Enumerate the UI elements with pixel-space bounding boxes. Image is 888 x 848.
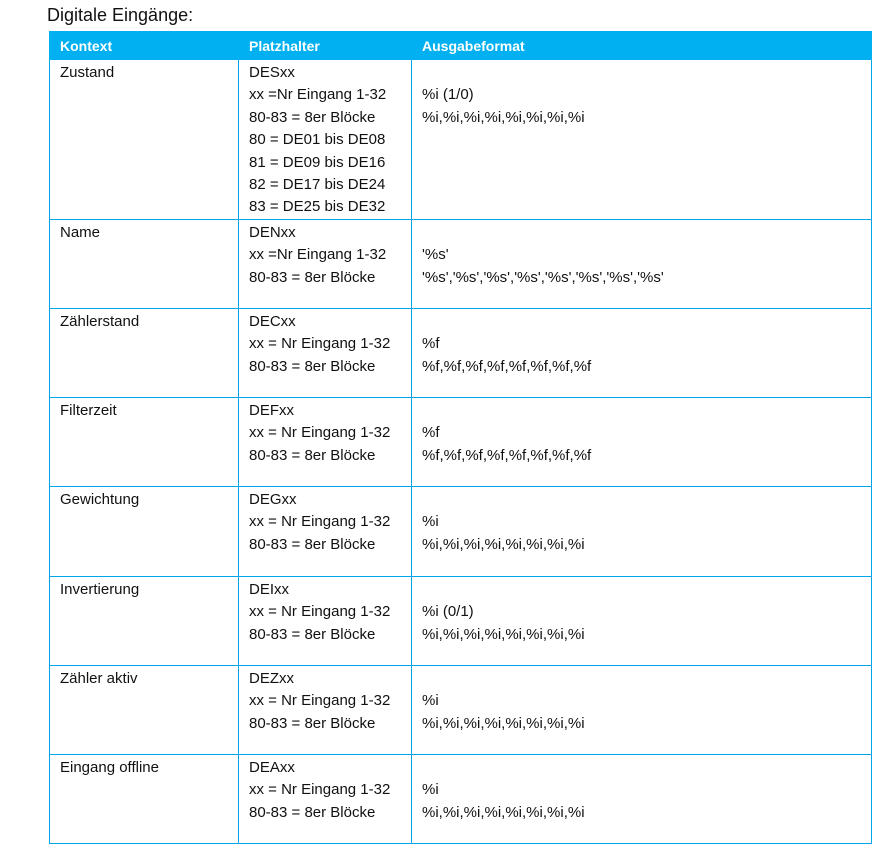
kontext-cell: Zustand bbox=[49, 59, 239, 220]
platzhalter-cell: DEFxx xx = Nr Eingang 1-32 80-83 = 8er Blö… bbox=[238, 396, 412, 487]
ausgabeformat-line: %f,%f,%f,%f,%f,%f,%f,%f bbox=[422, 446, 592, 464]
ausgabeformat-cell: %f %f,%f,%f,%f,%f,%f,%f,%f bbox=[411, 307, 872, 398]
platzhalter-line: xx = Nr Eingang 1-32 bbox=[249, 335, 391, 353]
ausgabeformat-cell: %i %i,%i,%i,%i,%i,%i,%i,%i bbox=[411, 485, 872, 577]
kontext-cell: Zählerstand bbox=[49, 307, 239, 398]
kontext-cell: Zähler aktiv bbox=[49, 664, 239, 755]
section-title: Digitale Eingänge: bbox=[47, 5, 194, 25]
table-row: Zähler aktiv DEZxx xx = Nr Eingang 1-32 80-… bbox=[49, 664, 872, 755]
column-header-kontext: Kontext bbox=[49, 31, 239, 60]
platzhalter-cell: DENxx xx =Nr Eingang 1-32 80-83 = 8er Blöc… bbox=[238, 218, 412, 309]
ausgabeformat-cell: '%s' '%s','%s','%s','%s','%s','%s','%s','… bbox=[411, 218, 872, 309]
kontext-cell: Eingang offline bbox=[49, 753, 239, 844]
table-row: Name DENxx xx =Nr Eingang 1-32 80-83 = 8er … bbox=[49, 218, 872, 309]
platzhalter-line: 80-83 = 8er Blöcke bbox=[249, 268, 376, 286]
platzhalter-line: xx = Nr Eingang 1-32 bbox=[249, 424, 391, 442]
platzhalter-line: xx =Nr Eingang 1-32 bbox=[249, 86, 387, 104]
platzhalter-line: DEAxx bbox=[249, 758, 295, 776]
platzhalter-line: DEGxx bbox=[249, 490, 297, 508]
platzhalter-line: xx =Nr Eingang 1-32 bbox=[249, 246, 387, 264]
ausgabeformat-line: %f bbox=[422, 335, 440, 353]
table-row: Zustand DESxx xx =Nr Eingang 1-32 80-83 = 8… bbox=[49, 59, 872, 220]
platzhalter-cell: DEIxx xx = Nr Eingang 1-32 80-83 = 8er Blö… bbox=[238, 575, 412, 666]
platzhalter-line: 80 = DE01 bis DE08 bbox=[249, 131, 386, 149]
ausgabeformat-line: %i (0/1) bbox=[422, 603, 474, 621]
platzhalter-cell: DEZxx xx = Nr Eingang 1-32 80-83 = 8er Blö… bbox=[238, 664, 412, 755]
platzhalter-line: 81 = DE09 bis DE16 bbox=[249, 153, 386, 171]
ausgabeformat-line: %f bbox=[422, 424, 440, 442]
table-row: Filterzeit DEFxx xx = Nr Eingang 1-32 80-83… bbox=[49, 396, 872, 487]
ausgabeformat-cell: %i (1/0) %i,%i,%i,%i,%i,%i,%i,%i bbox=[411, 59, 872, 220]
ausgabeformat-line: %i bbox=[422, 513, 439, 531]
ausgabeformat-line: %i,%i,%i,%i,%i,%i,%i,%i bbox=[422, 714, 585, 732]
platzhalter-line: xx = Nr Eingang 1-32 bbox=[249, 781, 391, 799]
platzhalter-line: 80-83 = 8er Blöcke bbox=[249, 803, 376, 821]
digital-inputs-table: Kontext Platzhalter Ausgabeformat Zustan… bbox=[49, 31, 872, 844]
ausgabeformat-cell: %i (0/1) %i,%i,%i,%i,%i,%i,%i,%i bbox=[411, 575, 872, 666]
platzhalter-line: 80-83 = 8er Blöcke bbox=[249, 535, 376, 553]
kontext-cell: Invertierung bbox=[49, 575, 239, 666]
platzhalter-line: DESxx bbox=[249, 64, 295, 81]
ausgabeformat-line: %i,%i,%i,%i,%i,%i,%i,%i bbox=[422, 535, 585, 553]
platzhalter-line: xx = Nr Eingang 1-32 bbox=[249, 513, 391, 531]
platzhalter-line: DENxx bbox=[249, 223, 296, 241]
platzhalter-line: xx = Nr Eingang 1-32 bbox=[249, 692, 391, 710]
platzhalter-cell: DEGxx xx = Nr Eingang 1-32 80-83 = 8er Blö… bbox=[238, 485, 412, 577]
table-row: Invertierung DEIxx xx = Nr Eingang 1-32 80-… bbox=[49, 575, 872, 666]
platzhalter-line: 80-83 = 8er Blöcke bbox=[249, 714, 376, 732]
kontext-cell: Name bbox=[49, 218, 239, 309]
table-row: Gewichtung DEGxx xx = Nr Eingang 1-32 80-83… bbox=[49, 485, 872, 577]
ausgabeformat-line: %i,%i,%i,%i,%i,%i,%i,%i bbox=[422, 108, 585, 126]
platzhalter-line: 82 = DE17 bis DE24 bbox=[249, 176, 386, 194]
ausgabeformat-line: %f,%f,%f,%f,%f,%f,%f,%f bbox=[422, 357, 592, 375]
platzhalter-line: 80-83 = 8er Blöcke bbox=[249, 108, 376, 126]
table-row: Zählerstand DECxx xx = Nr Eingang 1-32 80-8… bbox=[49, 307, 872, 398]
ausgabeformat-line: '%s' bbox=[422, 246, 449, 264]
ausgabeformat-line: %i bbox=[422, 692, 439, 710]
kontext-cell: Gewichtung bbox=[49, 485, 239, 577]
ausgabeformat-line: '%s','%s','%s','%s','%s','%s','%s','%s' bbox=[422, 268, 664, 286]
ausgabeformat-line: %i,%i,%i,%i,%i,%i,%i,%i bbox=[422, 803, 585, 821]
kontext-cell: Filterzeit bbox=[49, 396, 239, 487]
platzhalter-cell: DEAxx xx = Nr Eingang 1-32 80-83 = 8er Blö… bbox=[238, 753, 412, 844]
ausgabeformat-line: %i bbox=[422, 781, 439, 799]
platzhalter-line: DEIxx bbox=[249, 580, 290, 598]
platzhalter-line: 83 = DE25 bis DE32 bbox=[249, 198, 386, 216]
ausgabeformat-cell: %i %i,%i,%i,%i,%i,%i,%i,%i bbox=[411, 664, 872, 755]
platzhalter-cell: DECxx xx = Nr Eingang 1-32 80-83 = 8er Blö… bbox=[238, 307, 412, 398]
column-header-ausgabeformat: Ausgabeformat bbox=[411, 31, 872, 60]
platzhalter-line: DEFxx bbox=[249, 401, 294, 419]
table-header: Kontext Platzhalter Ausgabeformat bbox=[49, 31, 872, 60]
platzhalter-line: DECxx bbox=[249, 312, 296, 330]
platzhalter-cell: DESxx xx =Nr Eingang 1-32 80-83 = 8er Blöc… bbox=[238, 59, 412, 220]
ausgabeformat-cell: %f %f,%f,%f,%f,%f,%f,%f,%f bbox=[411, 396, 872, 487]
platzhalter-line: 80-83 = 8er Blöcke bbox=[249, 625, 376, 643]
table-row: Eingang offline DEAxx xx = Nr Eingang 1-32… bbox=[49, 753, 872, 844]
platzhalter-line: DEZxx bbox=[249, 669, 294, 687]
ausgabeformat-cell: %i %i,%i,%i,%i,%i,%i,%i,%i bbox=[411, 753, 872, 844]
platzhalter-line: 80-83 = 8er Blöcke bbox=[249, 357, 376, 375]
column-header-platzhalter: Platzhalter bbox=[238, 31, 412, 60]
ausgabeformat-line: %i,%i,%i,%i,%i,%i,%i,%i bbox=[422, 625, 585, 643]
ausgabeformat-line: %i (1/0) bbox=[422, 86, 474, 104]
platzhalter-line: 80-83 = 8er Blöcke bbox=[249, 446, 376, 464]
platzhalter-line: xx = Nr Eingang 1-32 bbox=[249, 603, 391, 621]
